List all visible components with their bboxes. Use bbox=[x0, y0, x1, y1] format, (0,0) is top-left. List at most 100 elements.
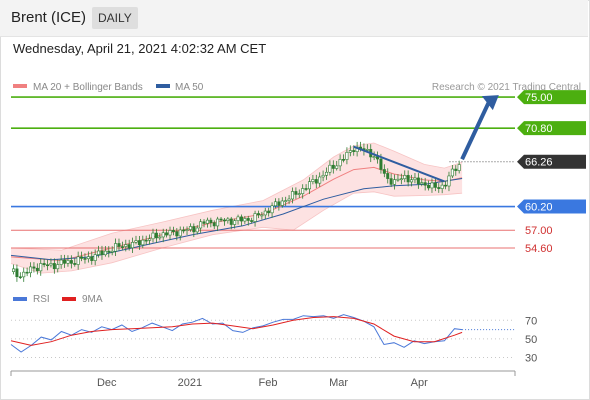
candle-body bbox=[148, 238, 152, 241]
candle-body bbox=[158, 236, 162, 239]
rsi-tick-label: 50 bbox=[525, 334, 537, 346]
candle-body bbox=[389, 178, 393, 185]
candle-body bbox=[110, 250, 114, 253]
candle-body bbox=[205, 219, 209, 224]
candle-body bbox=[93, 254, 97, 261]
candle-body bbox=[236, 216, 240, 222]
candle-body bbox=[280, 200, 284, 206]
candle-body bbox=[222, 219, 226, 222]
candle-body bbox=[168, 230, 172, 236]
candle-body bbox=[165, 232, 169, 236]
candle-body bbox=[410, 179, 414, 183]
trendline bbox=[353, 145, 445, 183]
ma20-legend-swatch bbox=[13, 84, 27, 88]
rsi-ma-legend-swatch bbox=[62, 297, 76, 301]
candle-body bbox=[260, 214, 264, 217]
candle-body bbox=[440, 184, 444, 189]
candle-body bbox=[290, 191, 294, 200]
candle-body bbox=[416, 177, 420, 185]
candle-body bbox=[263, 210, 267, 216]
candle-body bbox=[69, 260, 73, 264]
candle-body bbox=[35, 267, 39, 272]
candle-body bbox=[427, 184, 431, 189]
candle-body bbox=[335, 165, 339, 169]
candle-body bbox=[386, 173, 390, 179]
candle-body bbox=[212, 222, 216, 227]
x-tick-label: 2021 bbox=[178, 377, 202, 389]
candle-body bbox=[246, 218, 250, 221]
level-label-70-80: 70.80 bbox=[525, 123, 553, 135]
candle-body bbox=[447, 175, 451, 187]
candle-body bbox=[437, 187, 441, 189]
rsi-legend-label: RSI bbox=[33, 294, 50, 305]
forecast-arrow-head bbox=[481, 95, 499, 111]
candle-body bbox=[63, 259, 67, 264]
candle-body bbox=[420, 182, 424, 185]
candle-body bbox=[287, 198, 291, 201]
candle-body bbox=[372, 156, 376, 158]
rsi-ma-legend-label: 9MA bbox=[82, 294, 103, 305]
ma20-legend-label: MA 20 + Bollinger Bands bbox=[33, 82, 143, 93]
candle-body bbox=[294, 191, 298, 195]
timestamp: Wednesday, April 21, 2021 4:02:32 AM CET bbox=[13, 41, 267, 56]
candle-body bbox=[239, 216, 243, 222]
candle-body bbox=[120, 246, 124, 248]
candle-body bbox=[131, 242, 135, 249]
level-tag-60-20 bbox=[517, 199, 586, 214]
level-label-75-00: 75.00 bbox=[525, 92, 553, 104]
candle-body bbox=[12, 268, 16, 272]
candle-body bbox=[18, 276, 22, 279]
candle-body bbox=[56, 264, 60, 270]
forecast-arrow-shaft bbox=[460, 101, 491, 161]
period-badge[interactable]: DAILY bbox=[92, 7, 138, 29]
candle-body bbox=[301, 188, 305, 194]
candle-body bbox=[273, 201, 277, 207]
candle-body bbox=[22, 271, 26, 278]
candle-body bbox=[117, 243, 121, 247]
candle-body bbox=[100, 250, 104, 256]
candle-body bbox=[29, 266, 33, 274]
candle-body bbox=[195, 227, 199, 233]
level-label-57-00: 57.00 bbox=[525, 225, 553, 237]
candle-body bbox=[171, 230, 175, 232]
candle-body bbox=[243, 218, 247, 222]
candle-body bbox=[338, 159, 342, 167]
candle-body bbox=[39, 263, 43, 272]
candle-body bbox=[182, 229, 186, 232]
level-tag-66-26 bbox=[517, 154, 586, 169]
bollinger-upper-line bbox=[10, 142, 463, 251]
candle-body bbox=[379, 158, 383, 170]
candle-body bbox=[345, 151, 349, 160]
candle-body bbox=[229, 218, 233, 225]
candle-body bbox=[178, 229, 182, 237]
rsi-legend-swatch bbox=[13, 297, 27, 301]
candle-body bbox=[161, 232, 165, 238]
bollinger-band bbox=[11, 143, 463, 274]
candle-body bbox=[331, 164, 335, 169]
candle-body bbox=[314, 179, 318, 184]
candle-body bbox=[457, 164, 461, 171]
rsi-line bbox=[10, 314, 463, 353]
candle-body bbox=[141, 239, 145, 246]
x-tick-label: Mar bbox=[329, 377, 348, 389]
candle-body bbox=[127, 244, 131, 249]
rsi-tick-label: 30 bbox=[525, 353, 537, 365]
candle-body bbox=[406, 175, 410, 183]
ma50-legend-swatch bbox=[156, 84, 170, 88]
level-tag-75-00 bbox=[517, 90, 586, 105]
candle-body bbox=[413, 177, 417, 181]
x-tick-label: Feb bbox=[259, 377, 278, 389]
candle-body bbox=[114, 243, 118, 252]
level-label-54-60: 54.60 bbox=[525, 243, 553, 255]
candle-body bbox=[107, 250, 111, 253]
candle-body bbox=[382, 169, 386, 174]
candle-body bbox=[151, 232, 155, 240]
ma50-legend-label: MA 50 bbox=[175, 82, 204, 93]
candle-body bbox=[430, 182, 434, 189]
candle-body bbox=[365, 149, 369, 151]
candle-body bbox=[352, 150, 356, 153]
candle-body bbox=[32, 266, 36, 269]
candle-body bbox=[76, 256, 80, 265]
candle-body bbox=[250, 220, 254, 222]
candle-body bbox=[192, 226, 196, 233]
